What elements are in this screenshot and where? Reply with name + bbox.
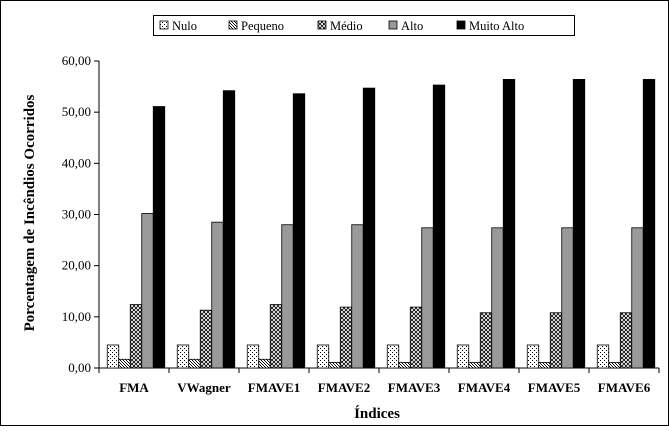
bar-médio bbox=[269, 304, 283, 369]
bar-médio bbox=[129, 304, 143, 369]
bar-muito-alto bbox=[292, 93, 306, 369]
legend-label-muito-alto: Muito Alto bbox=[469, 19, 524, 33]
y-axis-title: Porcentagem de Incêndios Ocorridos bbox=[22, 94, 38, 331]
legend-label-nulo: Nulo bbox=[172, 19, 197, 33]
bar-pequeno bbox=[468, 361, 481, 369]
legend-swatch-muito-alto bbox=[456, 20, 466, 30]
category-label: FMAVE1 bbox=[248, 380, 300, 395]
category-label: FMA bbox=[119, 380, 149, 395]
category-label: FMAVE6 bbox=[598, 380, 651, 395]
bar-nulo bbox=[386, 344, 400, 369]
x-axis: FMA VWagner FMAVE1 FMAVE2 FMAVE3 FMAVE4 FMAVE5… bbox=[98, 367, 660, 395]
bar-alto bbox=[631, 227, 644, 369]
bar-nulo bbox=[596, 344, 610, 369]
bar-muito-alto bbox=[152, 106, 166, 369]
x-axis-title: Índices bbox=[354, 405, 400, 422]
y-tick-label: 30,00 bbox=[62, 207, 91, 222]
legend-label-pequeno: Pequeno bbox=[241, 19, 284, 33]
bar-nulo bbox=[526, 344, 540, 369]
bar-médio bbox=[479, 312, 493, 369]
bar-pequeno bbox=[258, 358, 271, 369]
bar-alto bbox=[561, 227, 574, 369]
bar-alto bbox=[141, 213, 154, 369]
legend: Nulo Pequeno Médio Alto Muito Alto bbox=[153, 15, 575, 36]
category-label: FMAVE2 bbox=[318, 380, 370, 395]
bar-alto bbox=[351, 224, 364, 369]
bar-pequeno bbox=[608, 361, 621, 369]
y-tick-label: 0,00 bbox=[68, 360, 91, 375]
legend-swatch-pequeno bbox=[228, 20, 238, 30]
bar-nulo bbox=[246, 344, 260, 369]
bar-muito-alto bbox=[222, 90, 236, 369]
bar-muito-alto bbox=[432, 84, 446, 369]
bar-alto bbox=[421, 227, 434, 369]
bar-pequeno bbox=[398, 361, 411, 369]
category-label: FMAVE3 bbox=[388, 380, 441, 395]
y-tick-label: 20,00 bbox=[62, 258, 91, 273]
bar-médio bbox=[619, 312, 633, 369]
legend-swatch-nulo bbox=[159, 20, 169, 30]
bar-alto bbox=[491, 227, 504, 369]
bar-alto bbox=[211, 221, 224, 369]
bar-médio bbox=[409, 306, 423, 369]
bar-muito-alto bbox=[642, 79, 656, 369]
legend-box bbox=[153, 15, 575, 36]
bars-group bbox=[106, 79, 656, 369]
bar-médio bbox=[549, 312, 563, 369]
category-label: FMAVE5 bbox=[528, 380, 581, 395]
bar-muito-alto bbox=[572, 79, 586, 369]
category-label: FMAVE4 bbox=[458, 380, 511, 395]
bar-nulo bbox=[106, 344, 120, 369]
bar-médio bbox=[199, 309, 213, 369]
bar-nulo bbox=[456, 344, 470, 369]
legend-label-médio: Médio bbox=[330, 19, 363, 33]
y-tick-label: 40,00 bbox=[62, 155, 91, 170]
bar-médio bbox=[339, 306, 353, 369]
bar-pequeno bbox=[188, 358, 201, 369]
bar-nulo bbox=[316, 344, 330, 369]
bar-pequeno bbox=[538, 361, 551, 369]
bar-pequeno bbox=[118, 358, 131, 369]
legend-swatch-alto bbox=[388, 20, 398, 30]
bar-nulo bbox=[176, 344, 190, 369]
bar-pequeno bbox=[328, 361, 341, 369]
y-tick-label: 50,00 bbox=[62, 104, 91, 119]
y-tick-label: 10,00 bbox=[62, 309, 91, 324]
legend-swatch-médio bbox=[317, 20, 327, 30]
y-tick-label: 60,00 bbox=[62, 53, 91, 68]
legend-label-alto: Alto bbox=[401, 19, 423, 33]
bar-muito-alto bbox=[362, 87, 376, 369]
y-axis: 0,00 10,00 20,00 30,00 40,00 50,00 60,00 bbox=[62, 53, 100, 375]
bar-alto bbox=[281, 224, 294, 369]
bar-muito-alto bbox=[502, 79, 516, 369]
category-label: VWagner bbox=[177, 380, 231, 395]
